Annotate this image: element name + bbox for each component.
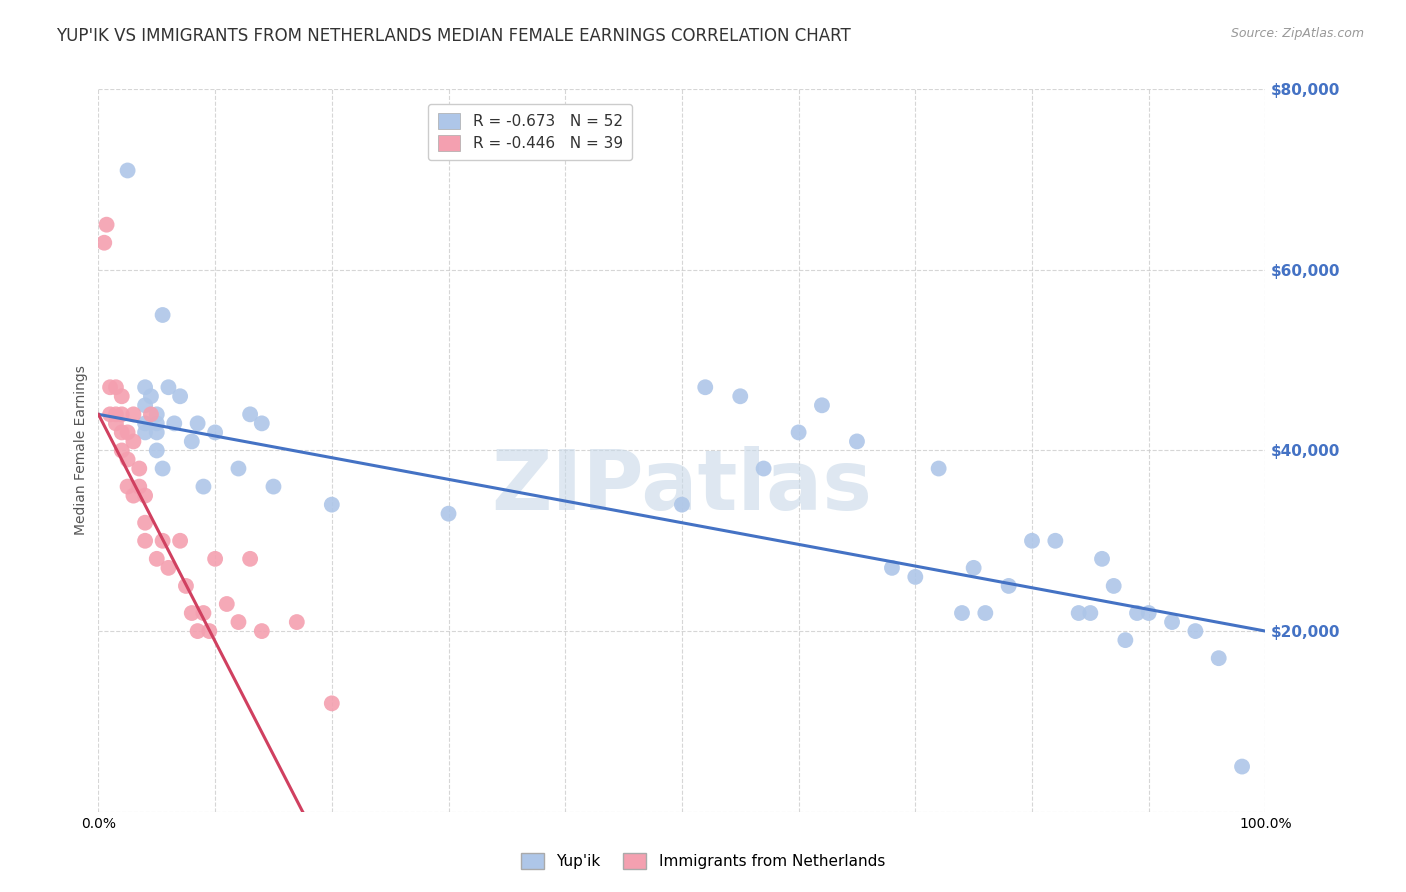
Point bbox=[122, 489, 145, 503]
Point bbox=[204, 551, 226, 566]
Point bbox=[262, 480, 284, 494]
Text: ZIPatlas: ZIPatlas bbox=[492, 446, 872, 527]
Point bbox=[134, 489, 156, 503]
Point bbox=[1137, 606, 1160, 620]
Point bbox=[134, 417, 156, 431]
Point bbox=[111, 389, 134, 403]
Point bbox=[671, 498, 693, 512]
Point bbox=[96, 218, 118, 232]
Point bbox=[752, 461, 775, 475]
Text: Source: ZipAtlas.com: Source: ZipAtlas.com bbox=[1230, 27, 1364, 40]
Point bbox=[169, 533, 191, 548]
Point bbox=[1091, 551, 1114, 566]
Point bbox=[134, 398, 156, 412]
Point bbox=[204, 425, 226, 440]
Point bbox=[321, 696, 343, 710]
Point bbox=[193, 480, 215, 494]
Point bbox=[811, 398, 834, 412]
Legend: Yup'ik, Immigrants from Netherlands: Yup'ik, Immigrants from Netherlands bbox=[515, 847, 891, 875]
Point bbox=[193, 606, 215, 620]
Point bbox=[128, 480, 150, 494]
Point bbox=[117, 425, 139, 440]
Point bbox=[187, 417, 209, 431]
Point bbox=[1126, 606, 1149, 620]
Point bbox=[180, 434, 202, 449]
Point bbox=[122, 434, 145, 449]
Point bbox=[134, 380, 156, 394]
Point bbox=[695, 380, 717, 394]
Point bbox=[437, 507, 460, 521]
Text: YUP'IK VS IMMIGRANTS FROM NETHERLANDS MEDIAN FEMALE EARNINGS CORRELATION CHART: YUP'IK VS IMMIGRANTS FROM NETHERLANDS ME… bbox=[56, 27, 851, 45]
Point bbox=[139, 389, 162, 403]
Point bbox=[187, 624, 209, 639]
Point bbox=[250, 624, 273, 639]
Point bbox=[1184, 624, 1206, 639]
Point bbox=[146, 417, 169, 431]
Point bbox=[117, 452, 139, 467]
Point bbox=[104, 380, 127, 394]
Point bbox=[1067, 606, 1090, 620]
Y-axis label: Median Female Earnings: Median Female Earnings bbox=[75, 366, 89, 535]
Point bbox=[134, 516, 156, 530]
Point bbox=[152, 533, 174, 548]
Point bbox=[169, 389, 191, 403]
Point bbox=[250, 417, 273, 431]
Point bbox=[157, 561, 180, 575]
Point bbox=[93, 235, 115, 250]
Point bbox=[1045, 533, 1067, 548]
Point bbox=[787, 425, 810, 440]
Point bbox=[321, 498, 343, 512]
Point bbox=[1208, 651, 1230, 665]
Point bbox=[962, 561, 984, 575]
Point bbox=[139, 407, 162, 421]
Point bbox=[146, 407, 169, 421]
Point bbox=[928, 461, 950, 475]
Point bbox=[997, 579, 1019, 593]
Point bbox=[228, 461, 250, 475]
Point bbox=[730, 389, 752, 403]
Point bbox=[1161, 615, 1184, 629]
Point bbox=[180, 606, 202, 620]
Point bbox=[111, 407, 134, 421]
Point bbox=[1102, 579, 1125, 593]
Point bbox=[239, 551, 262, 566]
Point bbox=[950, 606, 973, 620]
Point bbox=[1021, 533, 1043, 548]
Point bbox=[239, 407, 262, 421]
Point bbox=[163, 417, 186, 431]
Point bbox=[117, 480, 139, 494]
Point bbox=[98, 407, 121, 421]
Point bbox=[134, 425, 156, 440]
Point bbox=[146, 551, 169, 566]
Point bbox=[215, 597, 238, 611]
Point bbox=[117, 163, 139, 178]
Point bbox=[104, 407, 127, 421]
Point bbox=[1114, 633, 1136, 648]
Point bbox=[104, 417, 127, 431]
Point bbox=[157, 380, 180, 394]
Point bbox=[152, 461, 174, 475]
Point bbox=[128, 461, 150, 475]
Point bbox=[974, 606, 997, 620]
Point bbox=[904, 570, 927, 584]
Point bbox=[846, 434, 869, 449]
Point bbox=[134, 533, 156, 548]
Point bbox=[122, 407, 145, 421]
Point bbox=[98, 380, 121, 394]
Point bbox=[111, 443, 134, 458]
Point bbox=[152, 308, 174, 322]
Point bbox=[880, 561, 903, 575]
Point bbox=[285, 615, 308, 629]
Point bbox=[1230, 759, 1253, 773]
Point bbox=[146, 443, 169, 458]
Point bbox=[174, 579, 197, 593]
Legend: R = -0.673   N = 52, R = -0.446   N = 39: R = -0.673 N = 52, R = -0.446 N = 39 bbox=[429, 104, 633, 161]
Point bbox=[228, 615, 250, 629]
Point bbox=[111, 425, 134, 440]
Point bbox=[146, 425, 169, 440]
Point bbox=[198, 624, 221, 639]
Point bbox=[1080, 606, 1102, 620]
